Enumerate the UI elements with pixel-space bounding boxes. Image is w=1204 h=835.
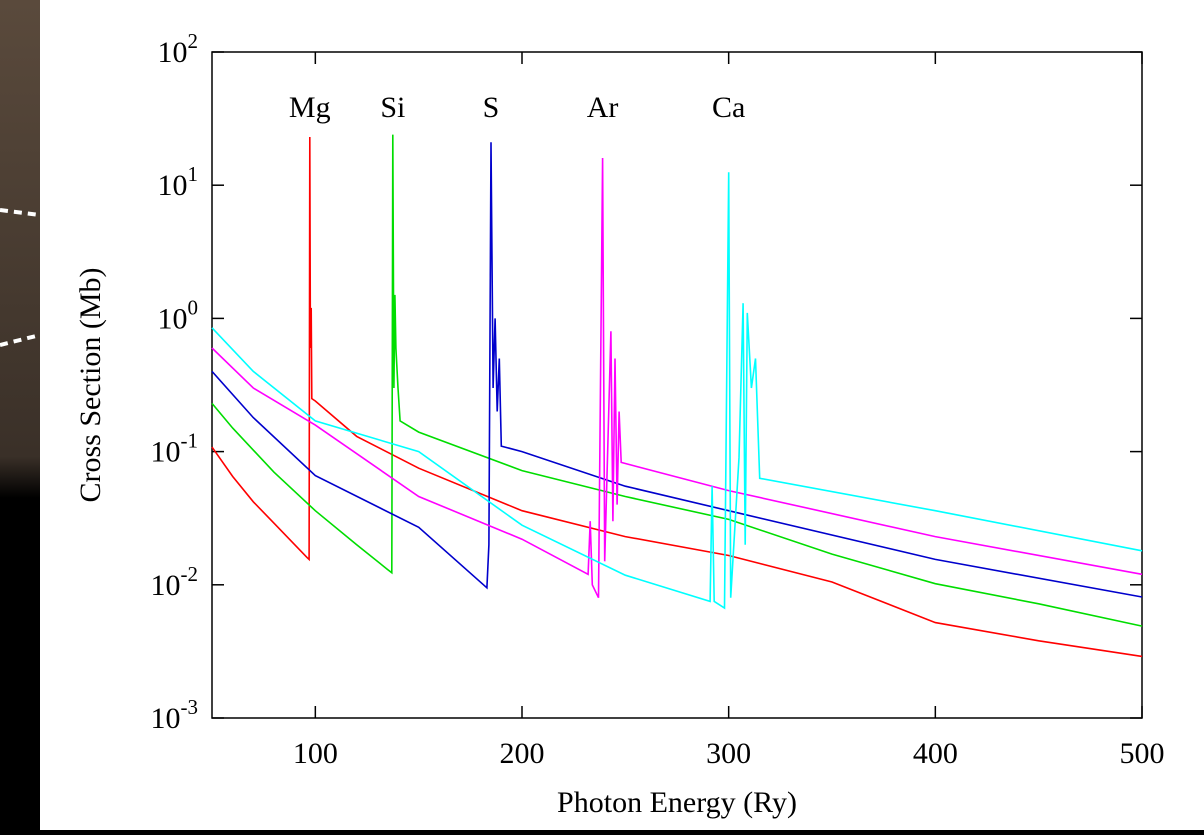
series-line bbox=[211, 134, 1143, 627]
chart-panel bbox=[40, 0, 1204, 830]
y-tick-label: 100 bbox=[158, 295, 199, 335]
x-tick-label: 400 bbox=[913, 737, 958, 770]
y-tick-label: 101 bbox=[158, 162, 199, 202]
x-tick-label: 100 bbox=[293, 737, 338, 770]
x-tick-label: 500 bbox=[1120, 737, 1165, 770]
x-tick-label: 300 bbox=[706, 737, 751, 770]
y-tick-label: 10-1 bbox=[151, 429, 199, 469]
series-label: Si bbox=[380, 91, 405, 124]
plot-frame bbox=[211, 51, 1143, 719]
background-strip bbox=[0, 0, 40, 830]
series-line bbox=[211, 136, 1143, 658]
series-line bbox=[211, 157, 1143, 599]
series-line bbox=[211, 172, 1143, 610]
series-label: Mg bbox=[289, 91, 331, 124]
y-tick-label: 102 bbox=[158, 29, 199, 69]
series-line bbox=[211, 142, 1143, 598]
y-tick-label: 10-3 bbox=[151, 695, 199, 735]
series-label: Ar bbox=[587, 91, 619, 124]
y-axis-label: Cross Section (Mb) bbox=[74, 268, 107, 503]
decor-dash bbox=[0, 208, 41, 347]
x-tick-label: 200 bbox=[500, 737, 545, 770]
y-tick-label: 10-2 bbox=[151, 562, 199, 602]
x-axis-label: Photon Energy (Ry) bbox=[557, 786, 797, 819]
series-label: S bbox=[483, 91, 500, 124]
series-label: Ca bbox=[712, 91, 745, 124]
